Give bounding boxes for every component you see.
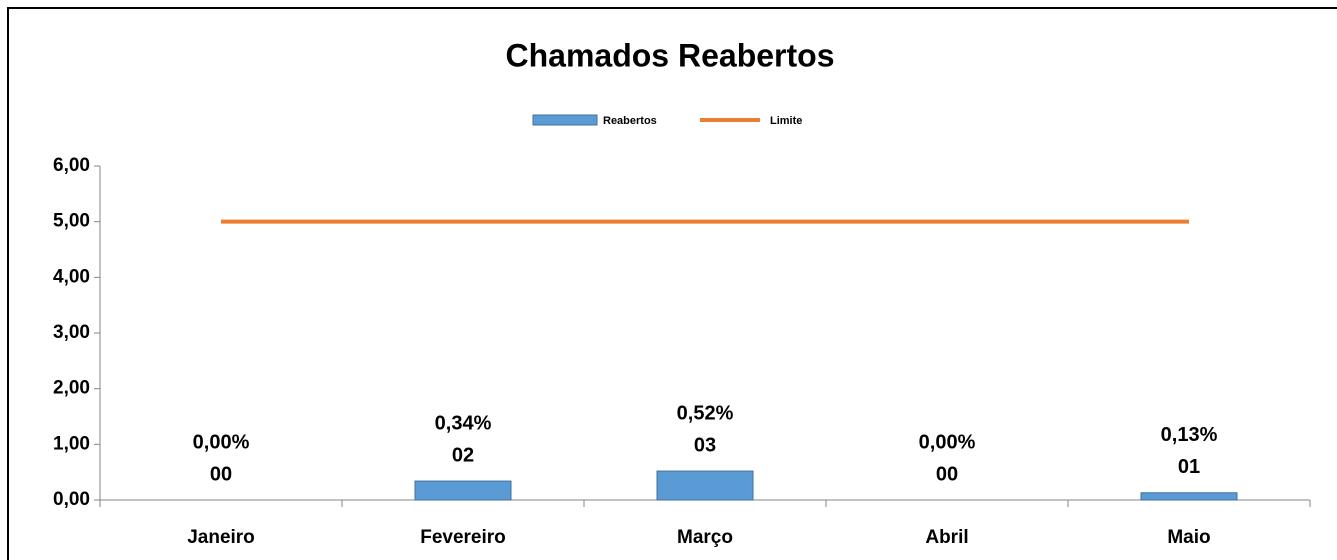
x-tick-label: Março [677, 527, 733, 548]
bar [656, 470, 754, 501]
data-label: 0,00% [919, 431, 976, 453]
data-label-count: 00 [936, 463, 958, 485]
legend-swatch [532, 114, 598, 126]
data-label: 0,34% [435, 412, 492, 434]
chart-frame [7, 7, 1337, 560]
y-tick-label: 1,00 [53, 433, 90, 454]
data-label-count: 03 [694, 434, 716, 456]
y-tick-label: 6,00 [53, 155, 90, 176]
bar [414, 480, 512, 501]
data-label-count: 01 [1178, 456, 1200, 478]
data-label: 0,00% [193, 431, 250, 453]
data-label: 0,52% [677, 402, 734, 424]
y-tick-label: 4,00 [53, 266, 90, 287]
legend-label: Reabertos [603, 115, 657, 127]
x-tick-label: Janeiro [187, 527, 255, 548]
y-tick-label: 3,00 [53, 322, 90, 343]
x-tick-label: Maio [1167, 527, 1210, 548]
x-tick-label: Abril [925, 527, 968, 548]
chart-title: Chamados Reabertos [506, 37, 835, 73]
y-tick-label: 2,00 [53, 378, 90, 399]
legend-label: Limite [770, 115, 802, 127]
y-tick-label: 5,00 [53, 211, 90, 232]
data-label: 0,13% [1161, 424, 1218, 446]
bar [1140, 492, 1238, 501]
data-label-count: 00 [210, 463, 232, 485]
y-tick-label: 0,00 [53, 489, 90, 510]
data-label-count: 02 [452, 444, 474, 466]
x-tick-label: Fevereiro [420, 527, 506, 548]
